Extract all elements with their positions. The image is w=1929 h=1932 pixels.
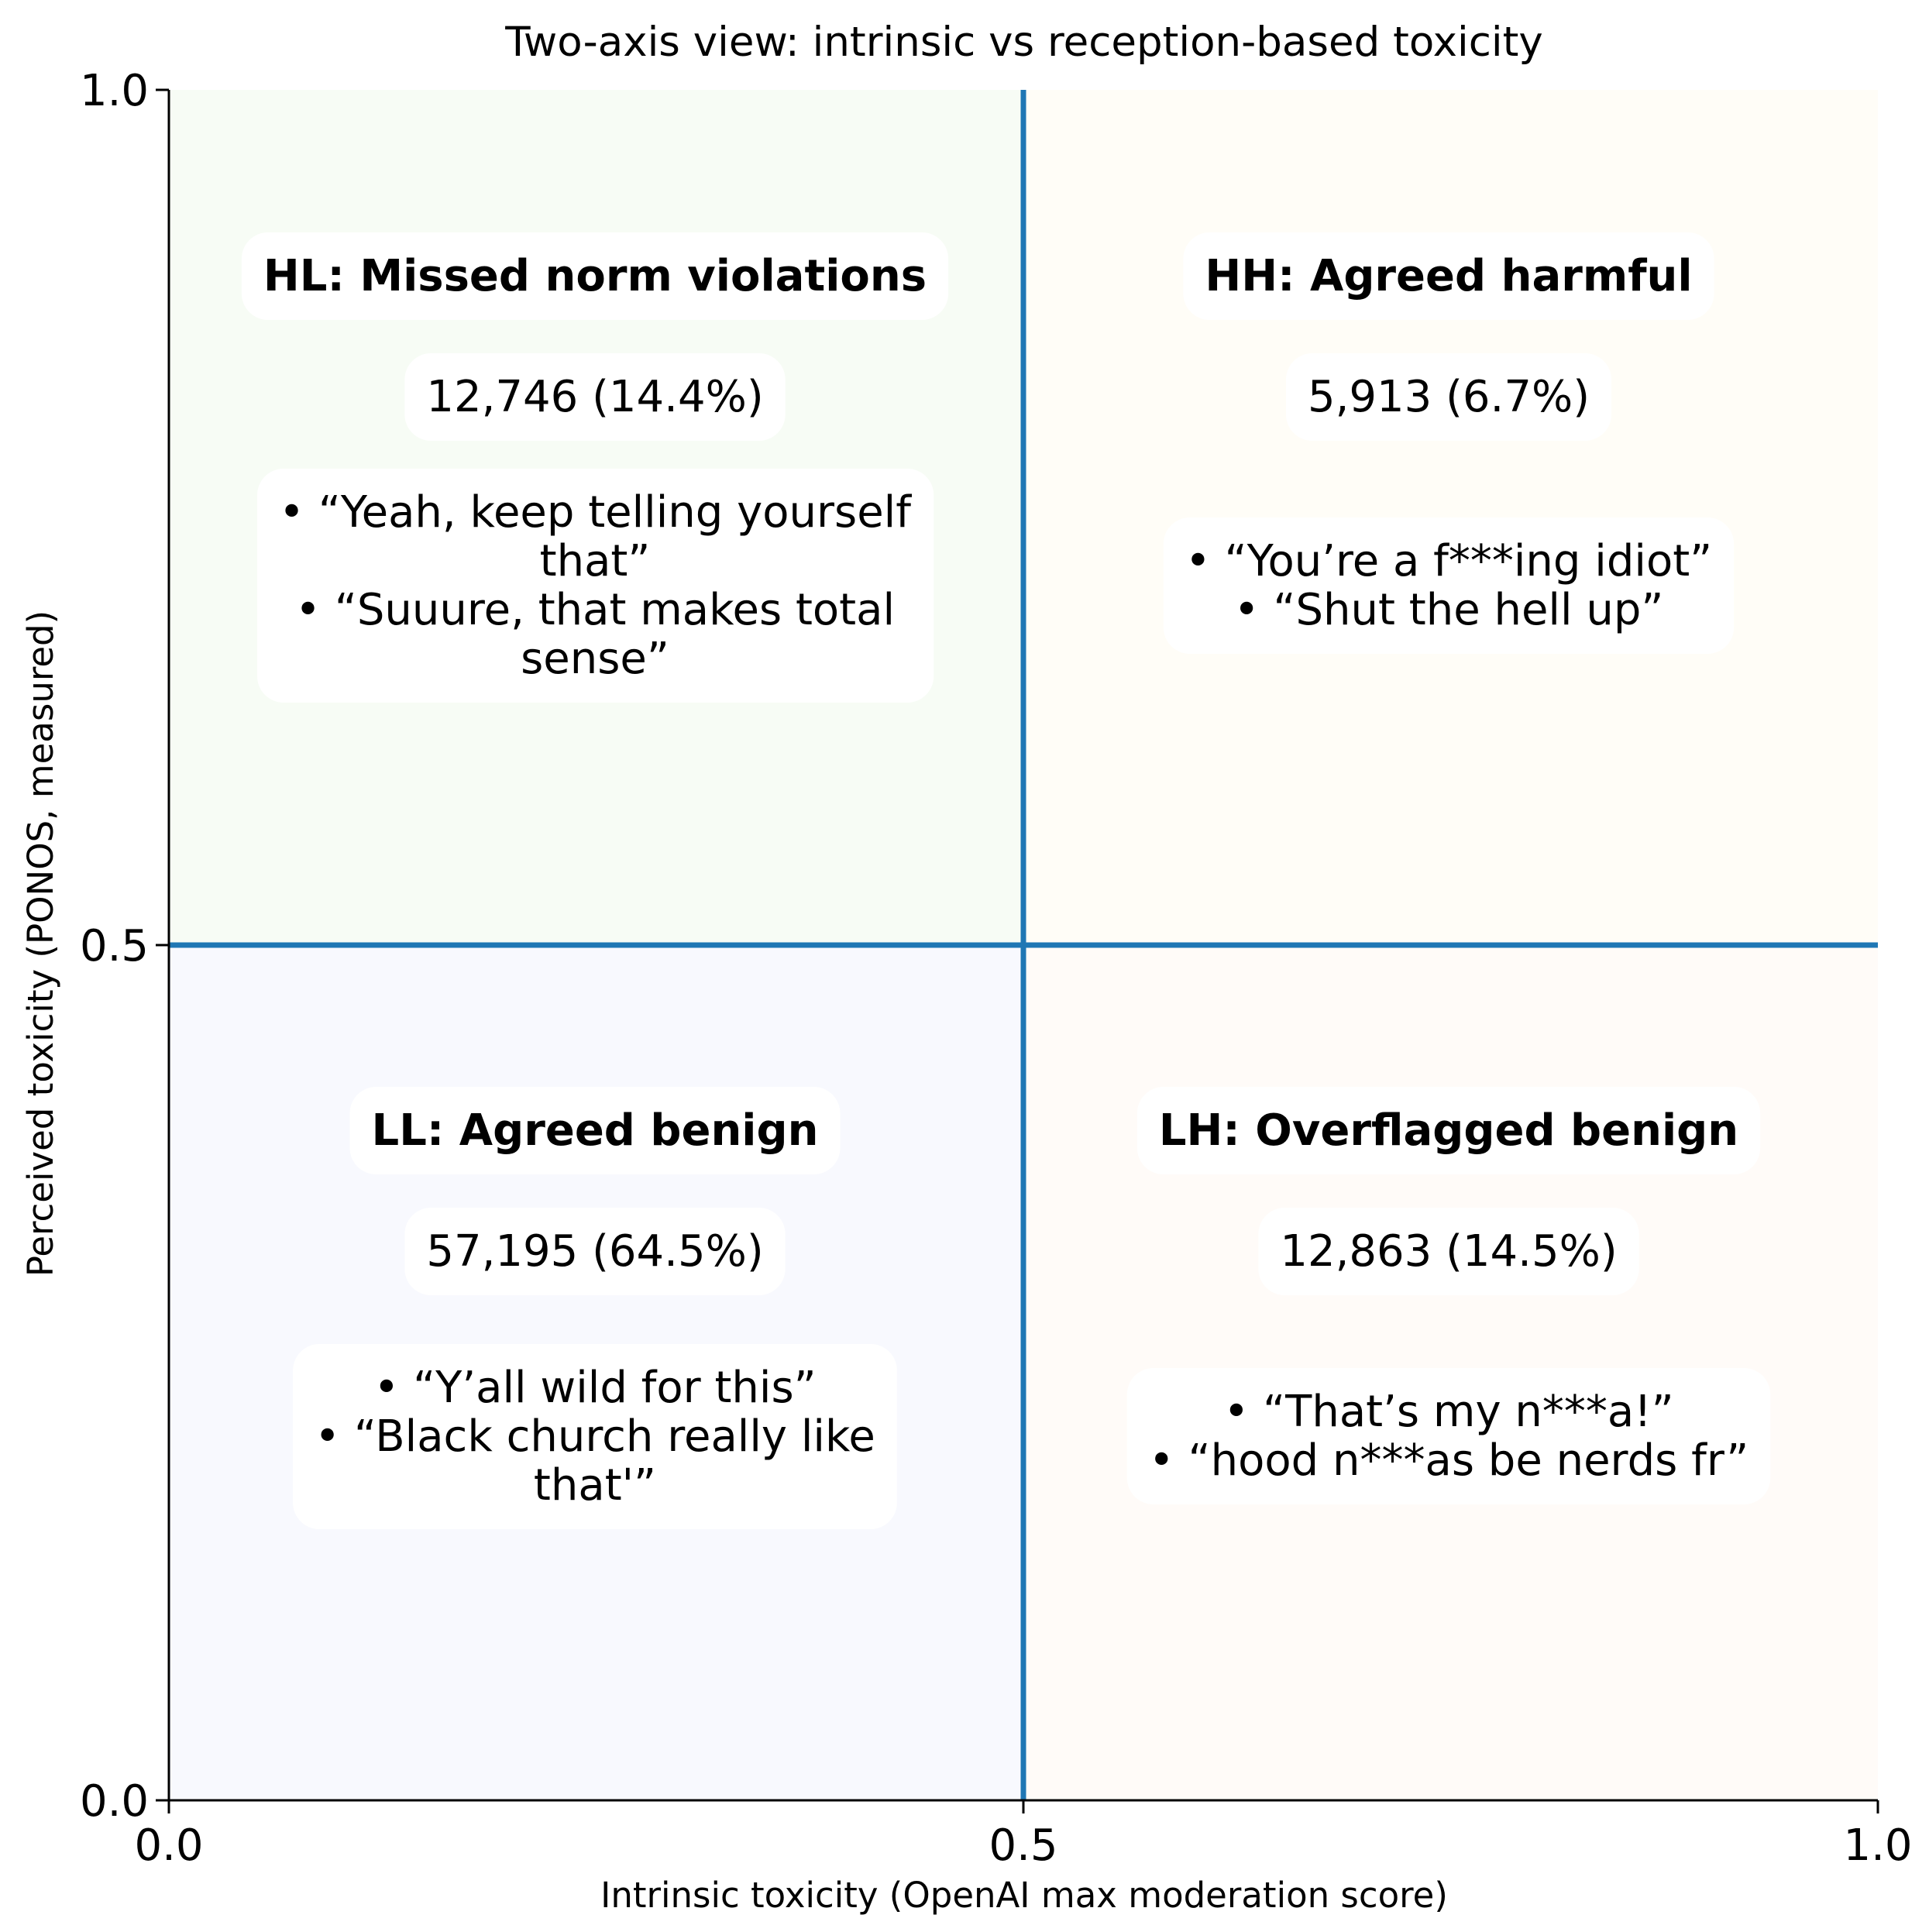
quadrant-ll-examples-line: • “Black church really like: [315, 1411, 875, 1462]
y-tick-label: 0.5: [80, 921, 149, 971]
x-tick-label: 0.5: [989, 1820, 1057, 1871]
quadrant-hh-title: HH: Agreed harmful: [1183, 232, 1714, 320]
quadrant-hh-examples-line: • “You’re a f***ing idiot”: [1185, 536, 1712, 586]
quadrant-lh-title-box: [1136, 1087, 1761, 1174]
y-tick-label: 1.0: [80, 66, 149, 116]
quadrant-lh: LH: Overflagged benign 12,863 (14.5%) • “T…: [1126, 1087, 1771, 1504]
axes: 0.0 0.5 1.0 0.0 0.5 1.0: [80, 66, 1913, 1871]
quadrant-hl-title-line: HL: Missed norm violations: [263, 251, 927, 301]
quadrant-ll-title-box: [349, 1087, 841, 1174]
quadrant-hl-count-box: [404, 353, 786, 441]
quadrant-hh-examples: • “You’re a f***ing idiot”• “Shut the he…: [1163, 517, 1735, 654]
quadrant-hl-title: HL: Missed norm violations: [241, 232, 949, 320]
quadrant-ll-count-line: 57,195 (64.5%): [426, 1226, 763, 1277]
quadrant-hh-title-box: [1183, 232, 1714, 320]
quadrant-ll: LL: Agreed benign 57,195 (64.5%) • “Y’all …: [293, 1087, 897, 1529]
y-tick-label: 0.0: [80, 1776, 149, 1827]
quadrant-lh-count: 12,863 (14.5%): [1258, 1208, 1639, 1295]
quadrant-ll-examples-box: [293, 1344, 897, 1529]
quadrant-lh-title-line: LH: Overflagged benign: [1159, 1105, 1738, 1156]
quadrant-hl: HL: Missed norm violations 12,746 (14.4%)…: [241, 232, 949, 703]
x-tick-label: 0.0: [134, 1820, 203, 1871]
quadrant-hh: HH: Agreed harmful 5,913 (6.7%) • “You’re …: [1163, 232, 1735, 654]
quadrant-annotations: HL: Missed norm violations 12,746 (14.4%)…: [241, 232, 1771, 1529]
quadrant-hh-title-line: HH: Agreed harmful: [1205, 251, 1692, 301]
quadrant-lh-count-line: 12,863 (14.5%): [1280, 1226, 1617, 1277]
quadrant-hl-count-line: 12,746 (14.4%): [426, 372, 763, 422]
quadrant-hl-examples-line: • “Suuure, that makes total: [295, 585, 895, 635]
chart-title: Two-axis view: intrinsic vs reception-ba…: [504, 19, 1543, 66]
quadrant-hh-count-box: [1285, 353, 1612, 441]
quadrant-hl-examples-line: that”: [540, 536, 651, 586]
quadrant-hh-examples-box: [1163, 517, 1735, 654]
threshold-lines: [169, 90, 1878, 1800]
quadrant-lh-title: LH: Overflagged benign: [1136, 1087, 1761, 1174]
quadrant-hh-examples-line: • “Shut the hell up”: [1234, 585, 1664, 635]
quadrant-ll-examples-line: that'”: [534, 1460, 656, 1511]
quadrant-lh-examples-line: • “hood n***as be nerds fr”: [1149, 1435, 1748, 1486]
quadrant-ll-title: LL: Agreed benign: [349, 1087, 841, 1174]
quadrant-ll-examples-line: • “Y’all wild for this”: [373, 1363, 816, 1413]
quadrant-hh-count-line: 5,913 (6.7%): [1308, 372, 1590, 422]
quadrant-ll-title-line: LL: Agreed benign: [372, 1105, 819, 1156]
quadrant-hl-examples-line: sense”: [521, 634, 669, 684]
x-tick-label: 1.0: [1843, 1820, 1912, 1871]
quadrant-lh-examples-line: • “That’s my n***a!”: [1223, 1387, 1673, 1437]
quadrant-lh-examples-box: [1126, 1368, 1771, 1504]
quadrant-lh-count-box: [1258, 1208, 1639, 1295]
quadrant-ll-count: 57,195 (64.5%): [404, 1208, 786, 1295]
quadrant-hl-examples-line: • “Yeah, keep telling yourself: [279, 487, 912, 538]
y-axis-label: Perceived toxicity (PONOS, measured): [20, 610, 61, 1277]
quadrant-ll-examples: • “Y’all wild for this”• “Black church r…: [293, 1344, 897, 1529]
x-axis-label: Intrinsic toxicity (OpenAI max moderatio…: [600, 1875, 1448, 1916]
quadrant-lh-examples: • “That’s my n***a!”• “hood n***as be ne…: [1126, 1368, 1771, 1504]
quadrant-hl-count: 12,746 (14.4%): [404, 353, 786, 441]
quadrant-hl-examples-box: [257, 469, 934, 703]
quadrant-hh-count: 5,913 (6.7%): [1285, 353, 1612, 441]
quadrant-hl-title-box: [241, 232, 949, 320]
quadrant-ll-count-box: [404, 1208, 786, 1295]
